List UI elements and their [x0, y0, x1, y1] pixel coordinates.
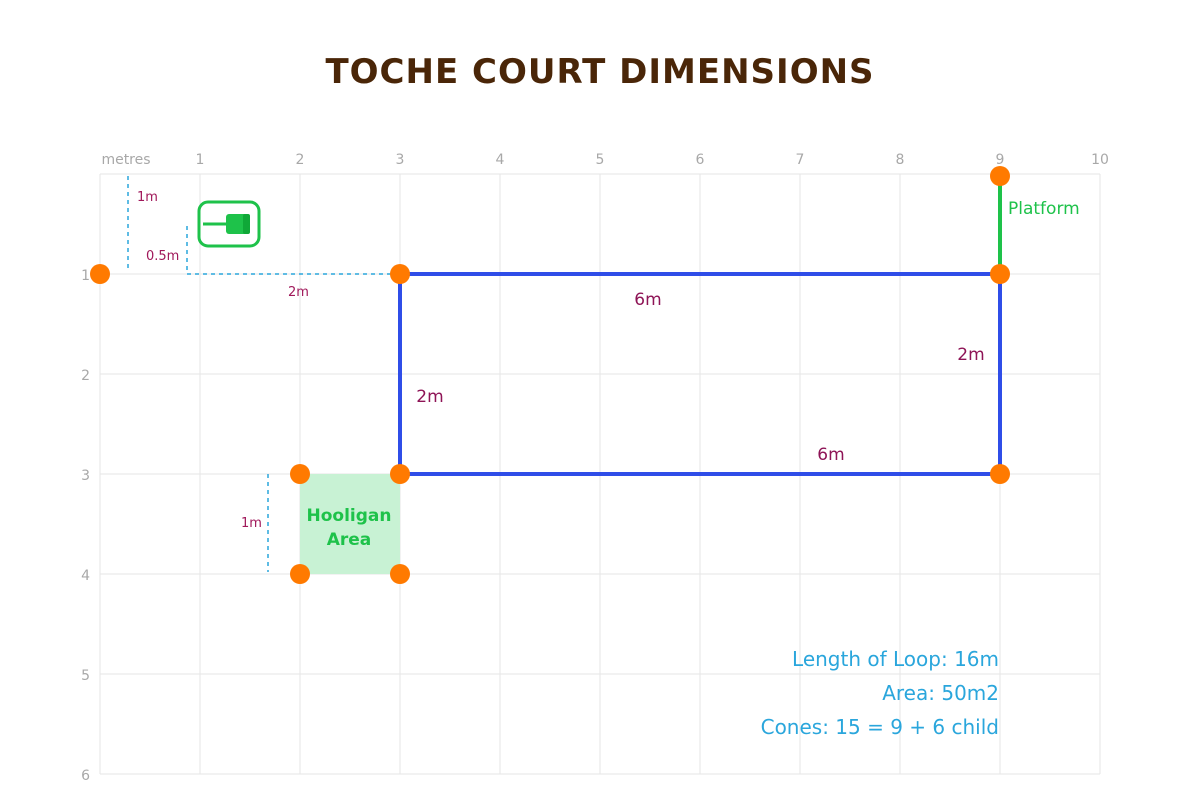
- platform-label: Platform: [1008, 199, 1080, 219]
- cone-marker: [990, 166, 1010, 186]
- y-axis-ticks: 1 2 3 4 5 6: [81, 268, 90, 784]
- cones: [90, 166, 1010, 584]
- cone-marker: [390, 464, 410, 484]
- guide-label-0-5m: 0.5m: [146, 249, 179, 264]
- cone-marker: [90, 264, 110, 284]
- x-tick-label: 3: [396, 152, 405, 168]
- cone-marker: [390, 264, 410, 284]
- y-tick-label: 4: [81, 568, 90, 584]
- x-axis-ticks: 1 2 3 4 5 6 7 8 9 10: [196, 152, 1109, 168]
- cone-marker: [990, 264, 1010, 284]
- loop-label-top: 6m: [634, 290, 661, 310]
- cone-marker: [290, 464, 310, 484]
- x-tick-label: 2: [296, 152, 305, 168]
- axis-unit-label: metres: [101, 152, 150, 168]
- guide-label-1m-area: 1m: [241, 516, 262, 531]
- x-tick-label: 1: [196, 152, 205, 168]
- guide-label-1m-top: 1m: [137, 190, 158, 205]
- hooligan-area: [300, 474, 400, 574]
- stat-area: Area: 50m2: [882, 681, 999, 705]
- x-tick-label: 8: [896, 152, 905, 168]
- hooligan-area-label-line1: Hooligan: [307, 506, 392, 526]
- loop-label-left: 2m: [416, 387, 443, 407]
- y-tick-label: 2: [81, 368, 90, 384]
- cone-marker: [390, 564, 410, 584]
- stat-loop-length: Length of Loop: 16m: [792, 647, 999, 671]
- hooligan-area-label-line2: Area: [327, 530, 372, 550]
- y-tick-label: 6: [81, 768, 90, 784]
- x-tick-label: 10: [1091, 152, 1109, 168]
- x-tick-label: 6: [696, 152, 705, 168]
- y-tick-label: 5: [81, 668, 90, 684]
- x-tick-label: 5: [596, 152, 605, 168]
- stat-cones: Cones: 15 = 9 + 6 child: [761, 715, 999, 739]
- cone-marker: [990, 464, 1010, 484]
- y-tick-label: 1: [81, 268, 90, 284]
- loop-label-right: 2m: [957, 345, 984, 365]
- x-tick-label: 7: [796, 152, 805, 168]
- loop-label-bottom: 6m: [817, 445, 844, 465]
- guide-label-2m: 2m: [288, 285, 309, 300]
- cone-marker: [290, 564, 310, 584]
- start-gate-icon: [197, 200, 261, 248]
- dimension-guides: [127, 176, 398, 572]
- page-title: TOCHE COURT DIMENSIONS: [325, 52, 875, 92]
- x-tick-label: 4: [496, 152, 505, 168]
- y-tick-label: 3: [81, 468, 90, 484]
- x-tick-label: 9: [996, 152, 1005, 168]
